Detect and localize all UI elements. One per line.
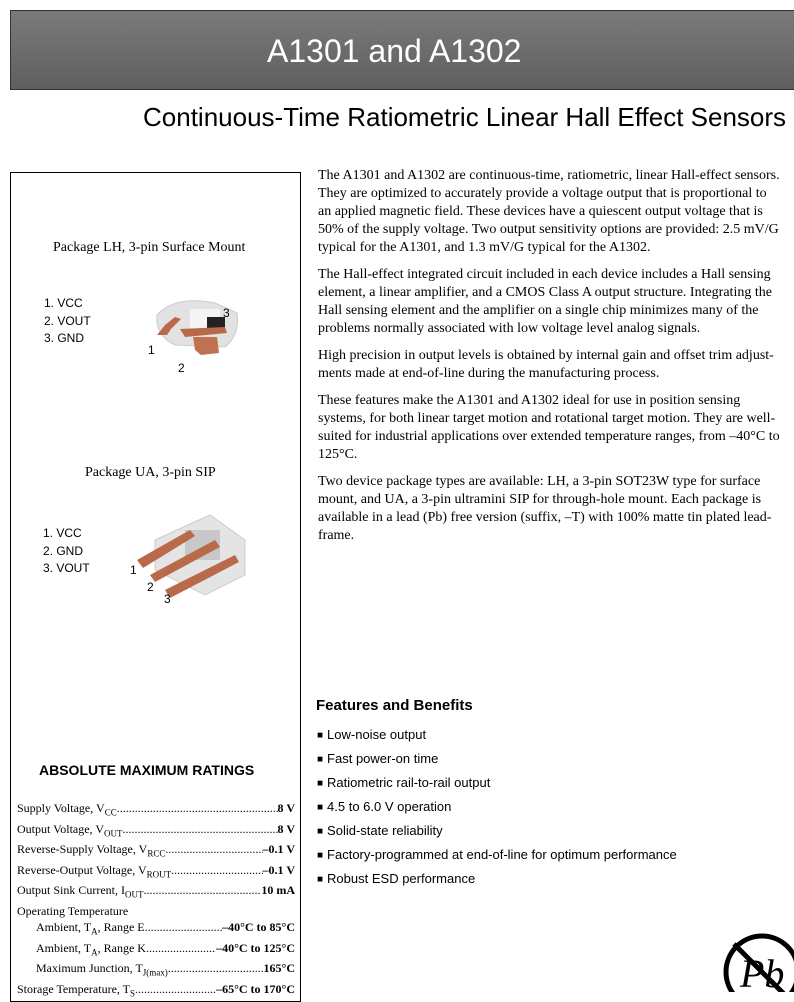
rating-value: 8 V: [277, 801, 295, 815]
pin-label: 3. GND: [44, 331, 85, 345]
text-line: frame.: [318, 528, 355, 543]
leader-dots: [144, 882, 262, 903]
package-ua-image: [137, 514, 246, 598]
rating-value: –0.1 V: [262, 842, 295, 857]
text-line: ments made at end-of-line during the man…: [318, 366, 660, 381]
pin-label: 1. VCC: [44, 296, 83, 310]
rating-row: Output Sink Current, IOUT 10 mA: [17, 882, 295, 903]
rating-row: Reverse-Output Voltage, VROUT –0.1 V: [17, 862, 295, 883]
rating-value: 165°C: [263, 961, 295, 976]
leader-dots: [123, 821, 278, 842]
text-line: suited for industrial applications over …: [318, 429, 780, 444]
feature-item: Solid-state reliability: [317, 820, 677, 844]
text-line: These features make the A1301 and A1302 …: [318, 393, 741, 408]
text-line: They are optimized to accurately provide…: [318, 186, 767, 201]
rating-row: Output Voltage, VOUT 8 V: [17, 821, 295, 842]
rating-row: Ambient, TA, Range E –40°C to 85°C: [17, 919, 295, 940]
text-line: available in a lead (Pb) free version (s…: [318, 510, 772, 525]
feature-item: 4.5 to 6.0 V operation: [317, 796, 677, 820]
pin-number: 3: [164, 592, 171, 606]
features-title: Features and Benefits: [316, 697, 473, 714]
rating-row: Ambient, TA, Range K –40°C to 125°C: [17, 940, 295, 961]
pin-label: 2. VOUT: [44, 313, 91, 328]
text-line: Hall sensing element and the amplifier o…: [318, 303, 759, 318]
rating-value: 8 V: [277, 821, 295, 836]
paragraph: These features make the A1301 and A1302 …: [318, 392, 794, 464]
rating-row: Supply Voltage, VCC 8 V: [17, 800, 295, 821]
pin-label: 2. GND: [43, 543, 84, 558]
doc-subtitle: Continuous-Time Ratiometric Linear Hall …: [143, 102, 787, 132]
text-line: The A1301 and A1302 are continuous-time,…: [318, 168, 780, 183]
package-ua-title: Package UA, 3-pin SIP: [85, 465, 216, 480]
pin-number: 3: [223, 306, 230, 320]
feature-item: Fast power-on time: [317, 748, 677, 772]
pin-number: 2: [178, 361, 185, 375]
pin-number: 2: [147, 580, 154, 594]
package-ua-pins: 1. VCC 2. GND 3. VOUT: [43, 525, 90, 578]
text-line: typical for the A1301, and 1.3 mV/G typi…: [318, 240, 651, 255]
rating-row: Storage Temperature, TS –65°C to 170°C: [17, 981, 295, 1002]
pb-free-logo: Pb: [723, 933, 794, 992]
pin-number: 1: [130, 563, 137, 577]
feature-item: Ratiometric rail-to-rail output: [317, 772, 677, 796]
rating-label: Storage Temperature, TS: [17, 981, 136, 999]
paragraph: High precision in output levels is obtai…: [318, 347, 794, 383]
rating-label: Reverse-Supply Voltage, VRCC: [17, 842, 166, 859]
rating-value: –65°C to 170°C: [216, 981, 295, 996]
rating-value: –40°C to 125°C: [216, 940, 295, 955]
leader-dots: [168, 960, 264, 981]
pin-label: 3. VOUT: [43, 561, 90, 575]
package-lh-pins: 1. VCC 2. VOUT 3. GND: [44, 295, 91, 348]
rating-label: Reverse-Output Voltage, VROUT: [17, 862, 172, 880]
rating-label: Output Voltage, VOUT: [17, 821, 123, 838]
pin-label: 1. VCC: [43, 526, 82, 540]
rating-label: Supply Voltage, VCC: [17, 801, 117, 818]
doc-title: A1301 and A1302: [267, 33, 522, 69]
text-line: 50% of the supply voltage. Two output se…: [318, 222, 779, 237]
features-list: Low-noise outputFast power-on timeRatiom…: [317, 724, 677, 892]
rating-value: –40°C to 85°C: [222, 920, 295, 935]
text-line: problems normally associated with low vo…: [318, 321, 701, 336]
leader-dots: [117, 800, 278, 821]
ratings-title: ABSOLUTE MAXIMUM RATINGS: [39, 762, 255, 778]
paragraph: Two device package types are available: …: [318, 473, 794, 545]
feature-item: Low-noise output: [317, 724, 677, 748]
package-lh-image: [156, 300, 238, 355]
paragraph: The Hall-effect integrated circuit inclu…: [318, 266, 794, 338]
text-line: 125°C.: [318, 447, 358, 462]
leader-dots: [145, 919, 222, 940]
rating-value: 10 mA: [261, 883, 295, 898]
rating-label: Operating Temperature: [17, 903, 129, 918]
text-line: element, a linear amplifier, and a CMOS …: [318, 285, 772, 300]
rating-label: Output Sink Current, IOUT: [17, 883, 144, 900]
text-line: an applied magnetic field. These devices…: [318, 204, 763, 219]
title-banner: A1301 and A1302: [10, 10, 794, 90]
feature-item: Robust ESD performance: [317, 868, 677, 892]
package-lh-title: Package LH, 3-pin Surface Mount: [53, 240, 246, 255]
rating-row: Reverse-Supply Voltage, VRCC –0.1 V: [17, 841, 295, 862]
leader-dots: [165, 841, 262, 862]
rating-label: Ambient, TA, Range K: [36, 940, 146, 958]
leader-dots: [146, 940, 216, 961]
description: The A1301 and A1302 are continuous-time,…: [318, 167, 794, 554]
text-line: Two device package types are available: …: [318, 474, 761, 489]
rating-label: Ambient, TA, Range E: [36, 920, 145, 937]
text-line: High precision in output levels is obtai…: [318, 348, 774, 363]
paragraph: The A1301 and A1302 are continuous-time,…: [318, 167, 794, 257]
feature-item: Factory-programmed at end-of-line for op…: [317, 844, 677, 868]
rating-value: –0.1 V: [262, 862, 295, 877]
leader-dots: [135, 981, 216, 1002]
text-line: The Hall-effect integrated circuit inclu…: [318, 267, 771, 282]
rating-label: Maximum Junction, TJ(max): [36, 961, 168, 978]
leader-dots: [171, 862, 262, 883]
text-line: mount, and UA, a 3-pin ultramini SIP for…: [318, 492, 762, 507]
rating-row: Maximum Junction, TJ(max) 165°C: [17, 960, 295, 981]
rating-row: Operating Temperature: [17, 903, 295, 919]
text-line: systems, for both linear target motion a…: [318, 411, 776, 426]
pin-number: 1: [148, 343, 155, 357]
